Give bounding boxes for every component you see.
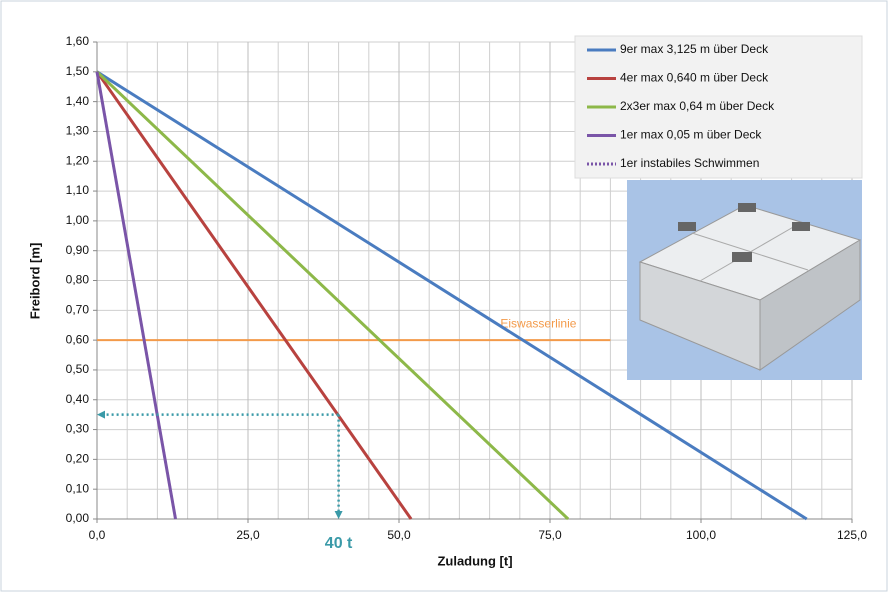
x-tick-label: 50,0 bbox=[387, 528, 411, 542]
legend-label: 2x3er max 0,64 m über Deck bbox=[620, 99, 775, 113]
pontoon-image bbox=[627, 180, 862, 380]
reference-label: Eiswasserlinie bbox=[500, 316, 576, 330]
x-tick-label: 100,0 bbox=[686, 528, 716, 542]
y-tick-label: 0,80 bbox=[66, 273, 90, 287]
x-tick-label: 75,0 bbox=[538, 528, 562, 542]
x-tick-label: 25,0 bbox=[236, 528, 260, 542]
x-axis-title: Zuladung [t] bbox=[437, 553, 512, 568]
y-tick-label: 0,90 bbox=[66, 243, 90, 257]
y-tick-label: 1,00 bbox=[66, 213, 90, 227]
x-tick-label: 0,0 bbox=[89, 528, 106, 542]
y-tick-label: 1,30 bbox=[66, 124, 90, 138]
y-tick-label: 0,60 bbox=[66, 332, 90, 346]
x-tick-label: 125,0 bbox=[837, 528, 867, 542]
legend-label: 9er max 3,125 m über Deck bbox=[620, 42, 769, 56]
legend-label: 4er max 0,640 m über Deck bbox=[620, 71, 769, 85]
y-tick-label: 1,60 bbox=[66, 34, 90, 48]
y-tick-label: 0,40 bbox=[66, 392, 90, 406]
y-axis-title: Freibord [m] bbox=[27, 243, 42, 320]
legend: 9er max 3,125 m über Deck 4er max 0,640 m… bbox=[575, 36, 862, 178]
y-tick-label: 1,40 bbox=[66, 94, 90, 108]
legend-label: 1er max 0,05 m über Deck bbox=[620, 128, 762, 142]
y-tick-label: 0,30 bbox=[66, 422, 90, 436]
y-tick-label: 0,20 bbox=[66, 452, 90, 466]
y-tick-label: 0,00 bbox=[66, 511, 90, 525]
y-tick-label: 0,50 bbox=[66, 362, 90, 376]
chart: Zuladung [t] Freibord [m] 0,00 0,10 0,20 0,… bbox=[0, 0, 888, 592]
marker-label: 40 t bbox=[325, 535, 353, 552]
y-tick-label: 0,70 bbox=[66, 302, 90, 316]
legend-label: 1er instabiles Schwimmen bbox=[620, 156, 759, 170]
y-tick-label: 1,20 bbox=[66, 153, 90, 167]
y-tick-label: 0,10 bbox=[66, 481, 90, 495]
y-tick-label: 1,50 bbox=[66, 64, 90, 78]
y-tick-label: 1,10 bbox=[66, 183, 90, 197]
